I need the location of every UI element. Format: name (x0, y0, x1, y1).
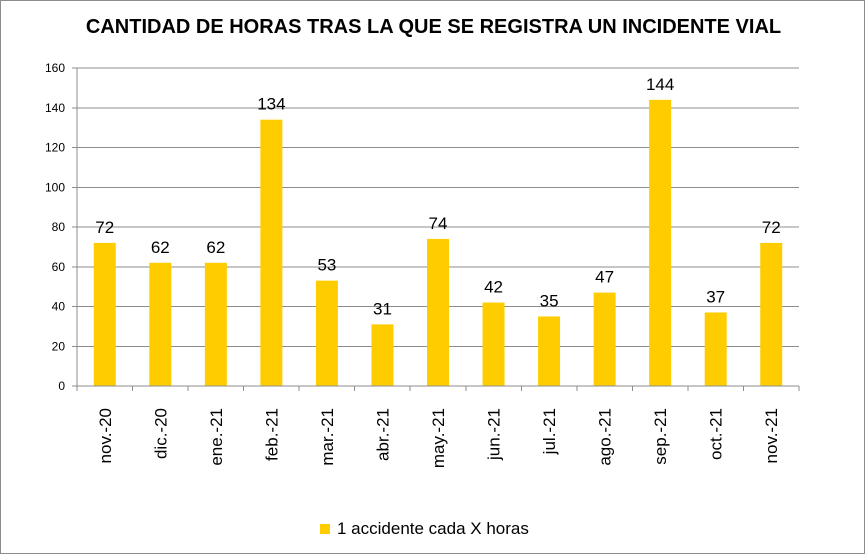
x-tick-label: dic.-20 (151, 408, 170, 459)
legend-label: 1 accidente cada X horas (337, 519, 529, 538)
x-tick-label: oct.-21 (707, 408, 726, 460)
x-axis: nov.-20 dic.-20 ene.-21 feb.-21 mar.-21 abr.-… (76, 385, 800, 468)
data-label: 74 (429, 214, 448, 233)
bar (538, 316, 561, 386)
bar (371, 324, 394, 386)
data-label: 35 (540, 291, 559, 310)
data-label: 31 (373, 299, 392, 318)
bar (704, 312, 727, 386)
y-axis: 0 20 40 60 80 100 120 140 160 (45, 61, 78, 393)
data-labels: 72 62 62 134 53 31 74 42 35 47 144 37 72 (95, 75, 780, 319)
bar (760, 242, 783, 386)
data-label: 62 (151, 238, 170, 257)
x-tick-label: mar.-21 (318, 408, 337, 466)
x-tick-label: jun.-21 (485, 408, 504, 461)
bar (427, 238, 449, 386)
x-tick-label: may.-21 (429, 408, 448, 468)
x-tick-label: abr.-21 (373, 408, 392, 461)
legend-swatch (320, 524, 330, 534)
data-label: 37 (706, 287, 725, 306)
legend: 1 accidente cada X horas (320, 518, 529, 540)
y-tick-label: 120 (45, 141, 65, 155)
data-label: 144 (646, 75, 674, 94)
data-label: 47 (595, 268, 614, 287)
bar (315, 280, 338, 386)
y-tick-label: 40 (52, 300, 66, 314)
bar (149, 262, 172, 386)
x-tick-label: feb.-21 (262, 408, 281, 461)
bar (204, 262, 227, 386)
bar (649, 99, 672, 387)
y-tick-label: 80 (52, 220, 66, 234)
data-label: 72 (95, 218, 114, 237)
y-tick-label: 140 (45, 101, 65, 115)
chart-title: CANTIDAD DE HORAS TRAS LA QUE SE REGISTR… (85, 16, 782, 38)
data-label: 53 (317, 256, 336, 275)
bars (93, 99, 783, 387)
x-tick-label: jul.-21 (540, 408, 559, 455)
bar (93, 242, 116, 386)
data-label: 42 (484, 278, 503, 297)
x-tick-label: nov.-21 (762, 408, 781, 463)
data-label: 62 (206, 238, 225, 257)
data-label: 134 (257, 95, 285, 114)
y-tick-label: 20 (52, 339, 66, 353)
y-tick-label: 60 (52, 260, 66, 274)
bar (482, 302, 505, 386)
y-tick-label: 100 (45, 180, 65, 194)
x-tick-label: ago.-21 (596, 408, 615, 466)
y-tick-label: 0 (58, 379, 65, 393)
x-tick-label: nov.-20 (96, 408, 115, 463)
x-tick-label: ene.-21 (207, 408, 226, 466)
y-tick-label: 160 (45, 61, 65, 75)
bar (593, 292, 616, 386)
x-tick-label: sep.-21 (651, 408, 670, 465)
bar (260, 119, 283, 387)
data-label: 72 (762, 218, 781, 237)
